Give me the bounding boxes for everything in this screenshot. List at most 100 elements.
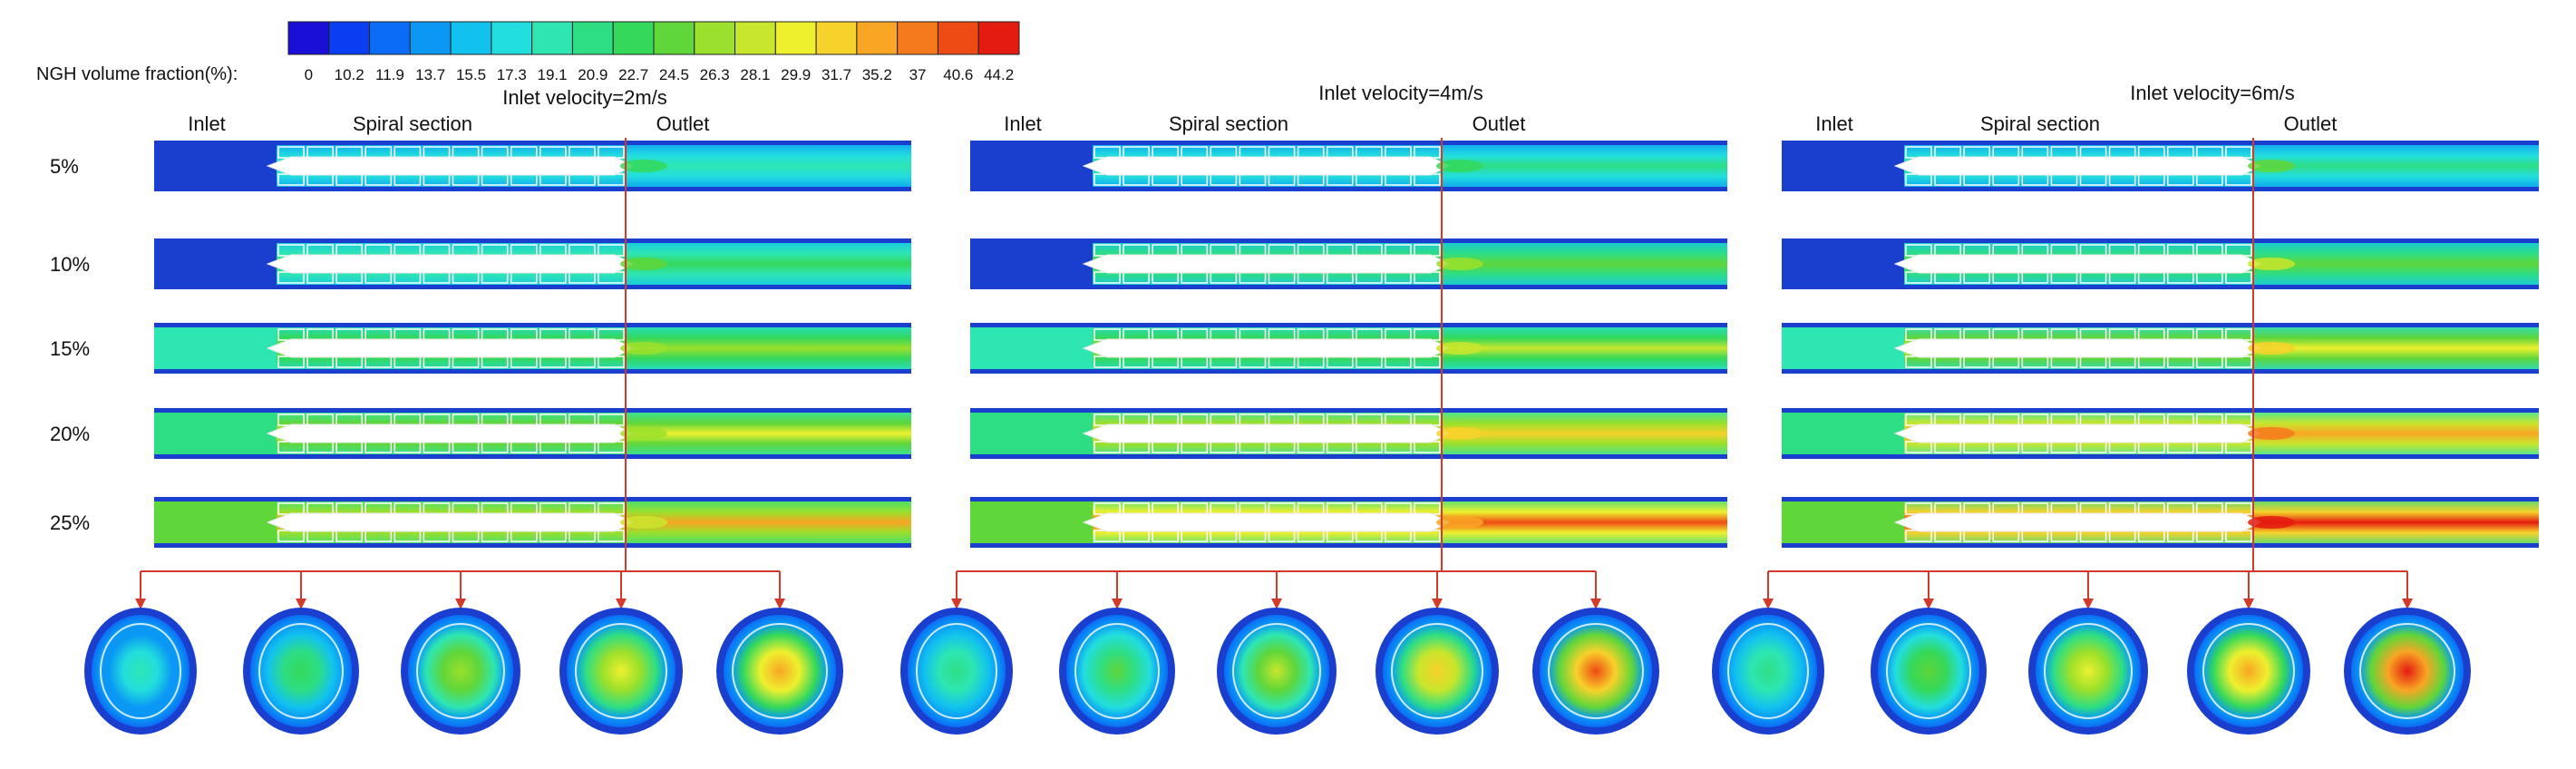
cross-section-ring xyxy=(1727,623,1809,719)
outlet-label: Outlet xyxy=(656,112,710,135)
arrow-head xyxy=(1112,599,1123,609)
colorbar-tick-label: 0 xyxy=(305,66,313,83)
outlet-core xyxy=(620,160,667,172)
cross-section-field xyxy=(1066,615,1168,727)
pipe-wall-bottom xyxy=(970,187,1727,191)
colorbar-tick-label: 31.7 xyxy=(821,66,851,83)
arrow-head xyxy=(1590,599,1601,609)
cross-section-ring xyxy=(1886,623,1971,719)
concentration-row-label: 5% xyxy=(50,155,79,178)
outlet-label: Outlet xyxy=(2284,112,2338,135)
spiral-shaft xyxy=(266,423,635,443)
cross-section-ring xyxy=(732,623,828,719)
outlet-core xyxy=(2248,160,2295,172)
pipe-row: 25% xyxy=(50,497,911,548)
panels: Inlet velocity=2m/s Inlet Spiral section Ou… xyxy=(50,82,2539,735)
cross-section-field xyxy=(1224,615,1329,727)
pipe-row xyxy=(1782,323,2539,374)
spiral-shaft xyxy=(1082,156,1451,176)
pipe-wall-bottom xyxy=(1782,454,2539,459)
spiral-shaft xyxy=(1893,254,2262,274)
pipe-wall-bottom xyxy=(1782,285,2539,289)
cross-section-field xyxy=(724,615,836,727)
pipe-row: 5% xyxy=(50,141,911,191)
pipe-row xyxy=(970,141,1727,191)
outlet-core xyxy=(2248,258,2295,270)
cross-section-ring xyxy=(1232,623,1321,719)
colorbar-tick-label: 19.1 xyxy=(538,66,568,83)
pipe-row xyxy=(970,323,1727,374)
panel-3: Inlet velocity=6m/s Inlet Spiral section Ou… xyxy=(1712,82,2539,735)
cross-section-ring xyxy=(575,623,667,719)
outlet-core xyxy=(620,516,667,529)
colorbar-tick-label: 17.3 xyxy=(497,66,527,83)
cross-section-field xyxy=(1540,615,1652,727)
arrow-head xyxy=(2402,599,2413,609)
pipe-wall-top xyxy=(154,408,911,413)
pipe-wall-top xyxy=(970,497,1727,501)
arrow-head xyxy=(1432,599,1443,609)
pipe-row xyxy=(1782,141,2539,191)
spiral-shaft xyxy=(1893,156,2262,176)
panel-title: Inlet velocity=6m/s xyxy=(2130,82,2295,104)
cross-section-field xyxy=(1383,615,1492,727)
colorbar-label: NGH volume fraction(%): xyxy=(36,64,238,84)
colorbar-cell xyxy=(977,21,1020,55)
arrow-head xyxy=(296,599,306,609)
pipe-wall-top xyxy=(970,141,1727,145)
arrow-head xyxy=(1763,599,1774,609)
pipe-row xyxy=(1782,238,2539,289)
arrow-head xyxy=(135,599,146,609)
cross-section-ring xyxy=(2044,623,2133,719)
pipe-wall-bottom xyxy=(970,454,1727,459)
colorbar-cell xyxy=(653,21,695,55)
arrow-head xyxy=(616,599,627,609)
colorbar-cell xyxy=(856,21,899,55)
colorbar-cell xyxy=(287,21,330,55)
pipe-row xyxy=(1782,408,2539,459)
cross-section-field xyxy=(408,615,513,727)
spiral-section-label: Spiral section xyxy=(1980,112,2100,135)
spiral-shaft xyxy=(1082,423,1451,443)
cross-section-ring xyxy=(916,623,997,719)
spiral-shaft xyxy=(1893,512,2262,532)
spiral-section-label: Spiral section xyxy=(1169,112,1288,135)
colorbar-cell xyxy=(734,21,776,55)
concentration-row-label: 20% xyxy=(50,423,90,445)
arrow-head xyxy=(2243,599,2254,609)
arrow-head xyxy=(951,599,962,609)
colorbar-tick-label: 10.2 xyxy=(335,66,365,83)
pipe-wall-bottom xyxy=(154,285,911,289)
spiral-shaft xyxy=(266,512,635,532)
colorbar-cell xyxy=(328,21,371,55)
pipe-wall-top xyxy=(970,323,1727,327)
outlet-core xyxy=(1436,427,1483,440)
cross-section-ring xyxy=(416,623,505,719)
pipe-wall-top xyxy=(1782,141,2539,145)
cross-section-field xyxy=(1878,615,1979,727)
arrow-head xyxy=(455,599,466,609)
pipe-wall-top xyxy=(154,141,911,145)
colorbar-cell xyxy=(937,21,979,55)
colorbar-cell xyxy=(531,21,573,55)
colorbar-tick-label: 44.2 xyxy=(984,66,1014,83)
colorbar-cell xyxy=(369,21,411,55)
cross-section-field xyxy=(2194,615,2303,727)
pipe-wall-top xyxy=(154,323,911,327)
pipe-wall-bottom xyxy=(154,369,911,374)
pipe-row xyxy=(970,238,1727,289)
spiral-shaft xyxy=(1893,338,2262,358)
cross-section-ring xyxy=(1548,623,1644,719)
colorbar: NGH volume fraction(%): 0 10.2 11.9 13.7 15.… xyxy=(36,21,1020,84)
cross-section-ring xyxy=(1391,623,1483,719)
spiral-section-label: Spiral section xyxy=(353,112,472,135)
colorbar-cell xyxy=(571,21,614,55)
pipe-wall-top xyxy=(970,408,1727,413)
outlet-core xyxy=(620,342,667,355)
outlet-core xyxy=(1436,342,1483,355)
concentration-row-label: 10% xyxy=(50,253,90,276)
colorbar-tick-label: 40.6 xyxy=(943,66,973,83)
arrow-head xyxy=(2083,599,2094,609)
pipe-wall-top xyxy=(154,497,911,501)
pipe-row: 15% xyxy=(50,323,911,374)
